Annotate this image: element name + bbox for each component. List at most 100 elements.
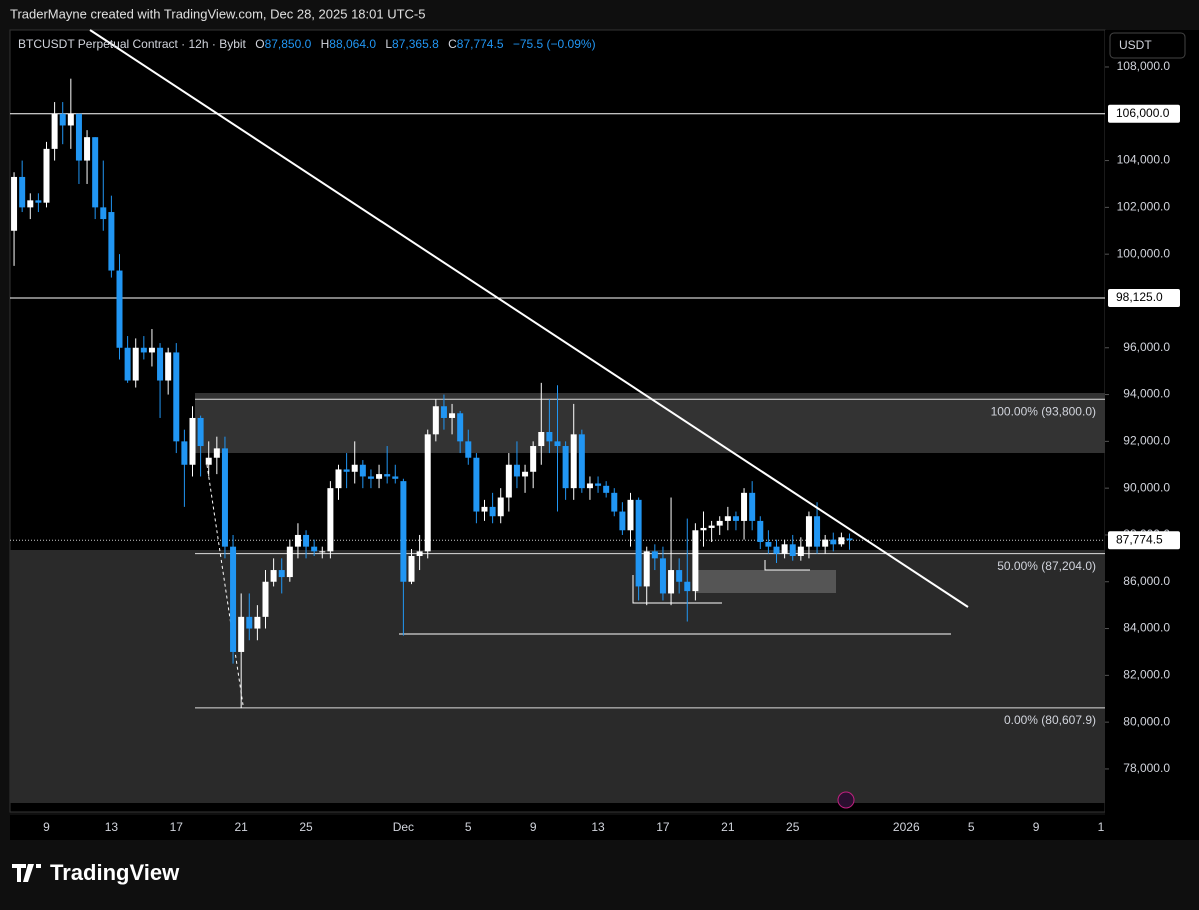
y-tick-label: 104,000.0 bbox=[1117, 153, 1171, 167]
legend-value: 87,365.8 bbox=[392, 37, 439, 51]
y-tick-label: 90,000.0 bbox=[1123, 480, 1170, 494]
candle-body bbox=[481, 506, 488, 512]
candle-body bbox=[392, 476, 399, 479]
candle-body bbox=[205, 457, 212, 465]
candle-body bbox=[822, 539, 829, 547]
candle-body bbox=[19, 176, 26, 208]
x-tick-label: 5 bbox=[968, 820, 975, 834]
candle-body bbox=[238, 616, 245, 652]
candle-body bbox=[230, 546, 237, 652]
candle-body bbox=[611, 492, 618, 512]
candle-body bbox=[84, 137, 91, 161]
x-tick-label: 25 bbox=[786, 820, 800, 834]
candle-body bbox=[165, 352, 172, 381]
level-box bbox=[1108, 104, 1180, 123]
currency-box[interactable] bbox=[1109, 32, 1186, 59]
level-label: 106,000.0 bbox=[1116, 106, 1170, 120]
candle-body bbox=[140, 347, 147, 353]
candle-body bbox=[132, 347, 139, 381]
candle-body bbox=[213, 448, 220, 458]
y-tick-label: 94,000.0 bbox=[1123, 387, 1170, 401]
candle-body bbox=[351, 464, 358, 472]
candle-body bbox=[643, 551, 650, 587]
fib-label: 50.00% (87,204.0) bbox=[997, 559, 1096, 573]
candle-body bbox=[400, 481, 407, 582]
x-tick-label: 25 bbox=[299, 820, 313, 834]
zone-small bbox=[695, 570, 836, 593]
zone-lower bbox=[10, 550, 1105, 803]
candle-body bbox=[716, 520, 723, 526]
legend-key: C bbox=[448, 37, 457, 51]
candle-body bbox=[814, 516, 821, 547]
candle-body bbox=[367, 476, 374, 479]
bracket bbox=[632, 575, 722, 604]
candle-body bbox=[797, 546, 804, 557]
y-tick-label: 84,000.0 bbox=[1123, 621, 1170, 635]
y-tick-label: 100,000.0 bbox=[1117, 246, 1171, 260]
candle-body bbox=[67, 113, 74, 126]
fib-label: 100.00% (93,800.0) bbox=[991, 404, 1096, 418]
candle-body bbox=[692, 530, 699, 592]
candle-body bbox=[635, 499, 642, 587]
candle-body bbox=[554, 441, 561, 447]
legend-value: 87,850.0 bbox=[265, 37, 312, 51]
candle-body bbox=[846, 538, 853, 541]
y-tick-label: 78,000.0 bbox=[1123, 761, 1170, 775]
candle-body bbox=[359, 464, 366, 477]
level-box bbox=[1108, 289, 1180, 308]
last-price-label: 87,774.5 bbox=[1116, 532, 1163, 546]
candle-body bbox=[465, 441, 472, 458]
candle-body bbox=[278, 570, 285, 578]
candle-body bbox=[513, 464, 520, 477]
symbol: BTCUSDT Perpetual Contract · 12h · Bybit bbox=[18, 37, 247, 51]
candle-body bbox=[294, 534, 301, 547]
x-tick-label: 13 bbox=[591, 820, 605, 834]
candle-body bbox=[376, 474, 383, 479]
candle-body bbox=[335, 469, 342, 489]
candle-body bbox=[173, 352, 180, 442]
candle-body bbox=[497, 497, 504, 517]
candle-body bbox=[286, 546, 293, 578]
candle-body bbox=[197, 417, 204, 447]
candle-body bbox=[311, 546, 318, 552]
candle-body bbox=[668, 570, 675, 594]
candle-body bbox=[659, 558, 666, 594]
candle-body bbox=[157, 347, 164, 381]
candle-body bbox=[765, 541, 772, 547]
candle-body bbox=[546, 431, 553, 442]
logo-mark bbox=[12, 864, 41, 882]
legend-key: L bbox=[385, 37, 392, 51]
x-tick-label: 21 bbox=[234, 820, 248, 834]
candle-body bbox=[749, 492, 756, 521]
candle-body bbox=[303, 534, 310, 547]
candle-body bbox=[116, 270, 123, 348]
x-tick-label: 13 bbox=[105, 820, 119, 834]
candle-body bbox=[440, 406, 447, 418]
event-icon[interactable] bbox=[837, 791, 855, 809]
candle-body bbox=[684, 581, 691, 592]
candle-body bbox=[59, 113, 66, 126]
candle-body bbox=[43, 148, 50, 203]
candle-body bbox=[651, 551, 658, 559]
candle-body bbox=[570, 434, 577, 489]
legend-key: H bbox=[321, 37, 330, 51]
candle-body bbox=[319, 551, 326, 553]
candle-body bbox=[830, 539, 837, 545]
x-tick-label: Dec bbox=[393, 820, 414, 834]
candle-body bbox=[724, 516, 731, 521]
candle-body bbox=[538, 431, 545, 447]
candle-body bbox=[108, 212, 115, 271]
candle-body bbox=[489, 506, 496, 517]
candle-body bbox=[449, 413, 456, 418]
candle-body bbox=[595, 483, 602, 486]
candle-body bbox=[51, 113, 58, 149]
candle-body bbox=[676, 570, 683, 582]
legend-value: 88,064.0 bbox=[329, 37, 376, 51]
candle-body bbox=[789, 544, 796, 557]
candle-body bbox=[530, 446, 537, 472]
x-tick-label: 1 bbox=[1098, 820, 1105, 834]
candle-body bbox=[700, 527, 707, 531]
candle-body bbox=[148, 347, 155, 353]
candle-body bbox=[254, 616, 261, 629]
